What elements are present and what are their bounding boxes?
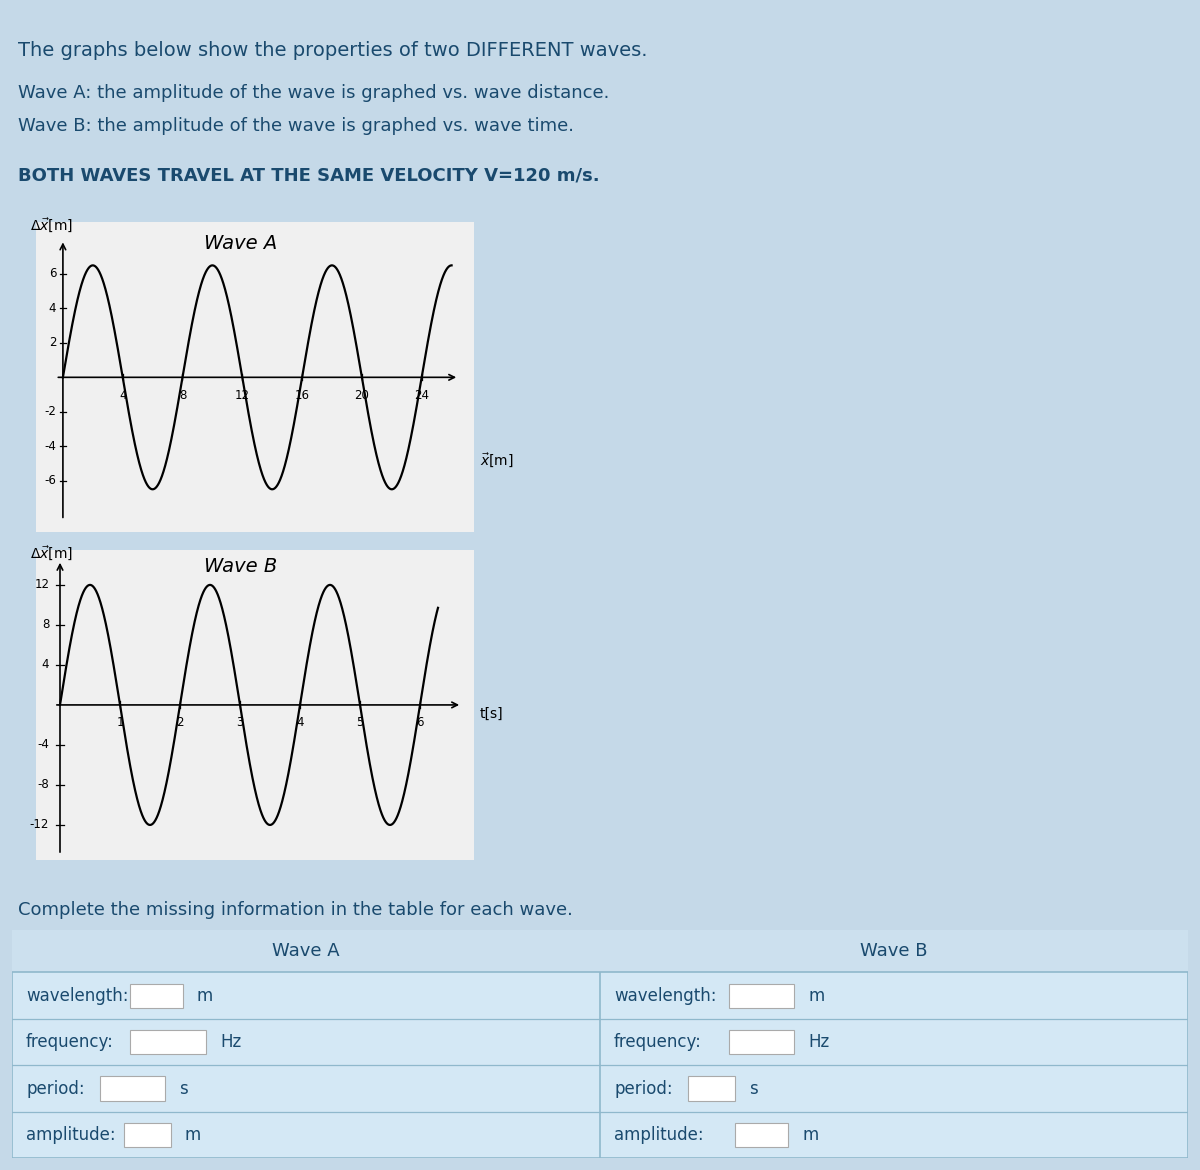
Text: 5: 5 (356, 716, 364, 729)
Bar (730, 1030, 794, 1054)
Text: m: m (185, 1126, 202, 1144)
Text: t[s]: t[s] (480, 707, 504, 721)
Bar (689, 1076, 736, 1101)
Text: frequency:: frequency: (614, 1033, 702, 1051)
Text: $\Delta\vec{x}$[m]: $\Delta\vec{x}$[m] (30, 216, 73, 234)
Text: m: m (808, 986, 824, 1005)
Bar (600, 930, 1188, 972)
Text: 1: 1 (116, 716, 124, 729)
Text: Wave A: Wave A (204, 234, 277, 253)
Text: -8: -8 (37, 778, 49, 791)
Bar (101, 1076, 164, 1101)
Text: Hz: Hz (220, 1033, 241, 1051)
Text: 2: 2 (176, 716, 184, 729)
Text: wavelength:: wavelength: (26, 986, 128, 1005)
Text: The graphs below show the properties of two DIFFERENT waves.: The graphs below show the properties of … (18, 41, 648, 60)
Bar (130, 984, 182, 1007)
Text: 4: 4 (42, 659, 49, 672)
Text: $\Delta\vec{x}$[m]: $\Delta\vec{x}$[m] (30, 544, 73, 562)
Bar (130, 1030, 206, 1054)
Text: 3: 3 (236, 716, 244, 729)
Text: -12: -12 (30, 819, 49, 832)
Text: Hz: Hz (808, 1033, 829, 1051)
Text: m: m (197, 986, 212, 1005)
Text: 6: 6 (416, 716, 424, 729)
Text: Wave A: the amplitude of the wave is graphed vs. wave distance.: Wave A: the amplitude of the wave is gra… (18, 84, 610, 102)
Bar (12, 930, 600, 972)
Text: BOTH WAVES TRAVEL AT THE SAME VELOCITY V=120 m/s.: BOTH WAVES TRAVEL AT THE SAME VELOCITY V… (18, 166, 600, 184)
Text: 4: 4 (49, 302, 56, 315)
Text: m: m (803, 1126, 818, 1144)
Text: 2: 2 (49, 336, 56, 350)
Text: 16: 16 (294, 390, 310, 402)
Text: Wave B: Wave B (204, 557, 277, 576)
Text: 20: 20 (354, 390, 370, 402)
Text: 8: 8 (179, 390, 186, 402)
Text: s: s (749, 1080, 758, 1097)
Text: 4: 4 (119, 390, 126, 402)
Text: Complete the missing information in the table for each wave.: Complete the missing information in the … (18, 901, 572, 918)
Text: period:: period: (26, 1080, 85, 1097)
Text: -4: -4 (44, 440, 56, 453)
Text: s: s (179, 1080, 187, 1097)
Text: period:: period: (614, 1080, 673, 1097)
Text: $\vec{x}$[m]: $\vec{x}$[m] (480, 450, 514, 469)
Text: -4: -4 (37, 738, 49, 751)
Text: Wave A: Wave A (272, 942, 340, 961)
Text: Wave B: Wave B (860, 942, 928, 961)
Text: 8: 8 (42, 619, 49, 632)
Text: amplitude:: amplitude: (26, 1126, 115, 1144)
Text: 4: 4 (296, 716, 304, 729)
Bar (736, 1123, 788, 1147)
Text: 6: 6 (49, 268, 56, 281)
Text: -6: -6 (44, 474, 56, 487)
Text: 12: 12 (35, 578, 49, 591)
Text: frequency:: frequency: (26, 1033, 114, 1051)
Text: wavelength:: wavelength: (614, 986, 716, 1005)
Bar (124, 1123, 170, 1147)
Bar (730, 984, 794, 1007)
Text: Wave B: the amplitude of the wave is graphed vs. wave time.: Wave B: the amplitude of the wave is gra… (18, 117, 574, 135)
Text: amplitude:: amplitude: (614, 1126, 703, 1144)
Text: 12: 12 (235, 390, 250, 402)
Text: 24: 24 (414, 390, 430, 402)
Text: -2: -2 (44, 405, 56, 418)
